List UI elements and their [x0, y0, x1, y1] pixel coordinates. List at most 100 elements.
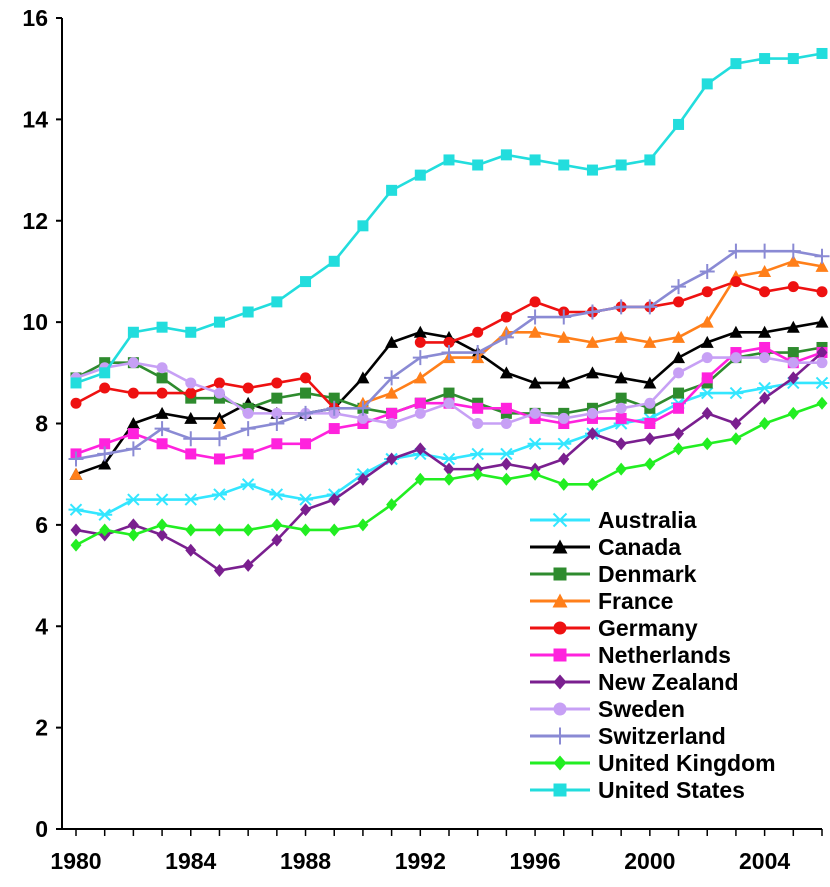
- plus-marker: [814, 248, 830, 264]
- diamond-marker: [213, 563, 225, 577]
- diamond-marker: [586, 477, 598, 491]
- triangle-marker: [356, 371, 370, 384]
- triangle-marker: [385, 386, 399, 399]
- legend-item: Australia: [524, 506, 824, 533]
- legend-label: United Kingdom: [598, 750, 776, 776]
- series-france: [69, 254, 829, 480]
- legend-item: United Kingdom: [524, 749, 824, 776]
- square-marker: [673, 402, 685, 414]
- triangle-marker: [672, 351, 686, 364]
- star-marker: [68, 503, 84, 516]
- diamond-marker: [759, 417, 771, 430]
- square-marker: [99, 367, 111, 379]
- square-marker: [185, 448, 197, 460]
- legend-item: Netherlands: [524, 641, 824, 668]
- triangle-marker: [499, 366, 513, 379]
- plus-marker: [298, 405, 314, 421]
- axes: 0 2 4 6 8 10 12 14 16 1980 1984 1988 1992 1996 2000 200…: [22, 5, 823, 874]
- triangle-marker: [786, 254, 800, 267]
- diamond-marker: [558, 477, 570, 491]
- plus-marker: [757, 243, 773, 259]
- square-marker: [300, 438, 312, 450]
- square-marker: [70, 377, 82, 389]
- circle-marker: [156, 362, 168, 374]
- plus-marker: [269, 416, 285, 431]
- triangle-marker: [184, 411, 198, 424]
- star-marker: [441, 452, 457, 466]
- circle-marker: [99, 382, 111, 394]
- diamond-marker: [386, 452, 398, 466]
- circle-marker: [615, 402, 627, 414]
- diamond-marker: [300, 503, 312, 517]
- plus-marker: [68, 451, 84, 467]
- diamond-marker: [386, 498, 398, 512]
- x-tick-label: 1980: [50, 848, 101, 874]
- x-tick-label: 1984: [165, 848, 216, 874]
- square-marker: [213, 316, 225, 328]
- plus-marker: [441, 345, 457, 361]
- diamond-marker: [185, 543, 197, 557]
- square-marker: [730, 58, 742, 70]
- legend-label: Australia: [598, 507, 697, 533]
- circle-marker: [553, 621, 567, 635]
- circle-marker: [553, 702, 567, 716]
- star-marker: [498, 447, 514, 461]
- triangle-marker: [552, 593, 568, 608]
- circle-marker: [816, 357, 828, 369]
- circle-marker: [701, 286, 713, 298]
- circle-marker: [70, 397, 82, 409]
- diamond-marker: [242, 523, 254, 537]
- square-marker: [701, 372, 713, 384]
- plus-marker: [183, 431, 199, 447]
- legend-label: France: [598, 588, 673, 614]
- x-tick-label: 2000: [624, 848, 675, 874]
- triangle-marker: [155, 406, 169, 419]
- square-marker: [500, 149, 512, 161]
- circle-marker: [300, 372, 312, 384]
- y-tick-label: 2: [35, 715, 48, 741]
- square-marker: [300, 276, 312, 288]
- star-marker: [757, 381, 773, 395]
- legend-label: Canada: [598, 534, 681, 560]
- diamond-marker: [558, 452, 570, 466]
- circle-marker: [185, 387, 197, 399]
- diamond-marker: [673, 427, 685, 441]
- circle-marker: [213, 387, 225, 399]
- plus-marker: [125, 441, 141, 457]
- legend-item: New Zealand: [524, 668, 824, 695]
- circle-marker: [529, 296, 541, 308]
- circle-marker: [213, 377, 225, 389]
- triangle-marker: [786, 320, 800, 333]
- y-tick-label: 14: [22, 106, 48, 132]
- square-marker: [386, 184, 398, 196]
- diamond-marker: [213, 523, 225, 537]
- plus-marker: [326, 400, 342, 416]
- plus-marker: [355, 400, 371, 416]
- series-united-states: [70, 47, 828, 389]
- triangle-marker: [700, 315, 714, 328]
- diamond-marker: [242, 558, 254, 572]
- star-marker: [551, 512, 569, 528]
- triangle-marker: [758, 264, 772, 277]
- circle-marker: [127, 387, 139, 399]
- circle-marker: [816, 286, 828, 298]
- legend-label: Germany: [598, 615, 698, 641]
- legend-label: Netherlands: [598, 642, 731, 668]
- y-tick-label: 12: [22, 208, 48, 234]
- series-united-kingdom: [70, 396, 828, 552]
- circle-marker: [443, 397, 455, 409]
- diamond-marker: [271, 533, 283, 547]
- square-marker: [414, 397, 426, 409]
- square-marker: [328, 255, 340, 267]
- star-marker: [470, 447, 486, 461]
- triangle-marker: [815, 259, 829, 272]
- star-marker: [211, 488, 227, 501]
- diamond-marker: [443, 472, 455, 486]
- diamond-marker: [500, 472, 512, 486]
- square-marker: [553, 648, 567, 662]
- plus-marker: [97, 446, 113, 462]
- triangle-marker: [413, 325, 427, 338]
- plus-marker: [584, 304, 600, 320]
- triangle-marker: [614, 330, 628, 343]
- plus-marker: [470, 345, 486, 361]
